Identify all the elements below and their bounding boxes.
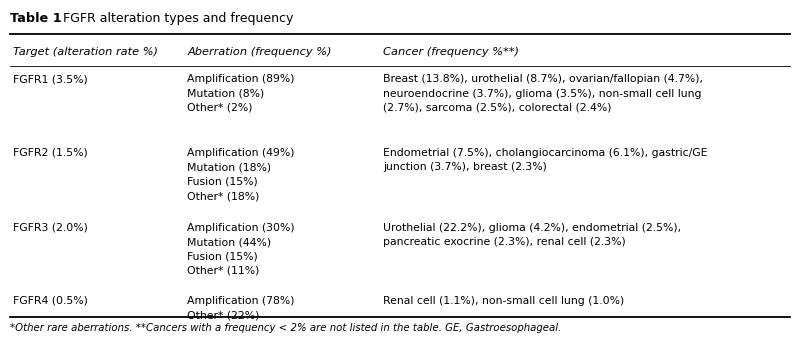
Text: Amplification (49%)
Mutation (18%)
Fusion (15%)
Other* (18%): Amplification (49%) Mutation (18%) Fusio… [187,148,294,201]
Text: Target (alteration rate %): Target (alteration rate %) [13,47,158,57]
Text: FGFR1 (3.5%): FGFR1 (3.5%) [13,74,87,84]
Text: FGFR3 (2.0%): FGFR3 (2.0%) [13,223,88,233]
Text: Amplification (89%)
Mutation (8%)
Other* (2%): Amplification (89%) Mutation (8%) Other*… [187,74,294,113]
Text: Urothelial (22.2%), glioma (4.2%), endometrial (2.5%),
pancreatic exocrine (2.3%: Urothelial (22.2%), glioma (4.2%), endom… [383,223,682,247]
Text: FGFR alteration types and frequency: FGFR alteration types and frequency [63,12,294,25]
Text: Cancer (frequency %**): Cancer (frequency %**) [383,47,519,57]
Text: *Other rare aberrations. **Cancers with a frequency < 2% are not listed in the t: *Other rare aberrations. **Cancers with … [10,323,561,333]
Text: Breast (13.8%), urothelial (8.7%), ovarian/fallopian (4.7%),
neuroendocrine (3.7: Breast (13.8%), urothelial (8.7%), ovari… [383,74,703,113]
Text: Aberration (frequency %): Aberration (frequency %) [187,47,332,57]
Text: Table 1: Table 1 [10,12,62,25]
Text: Amplification (78%)
Other* (22%): Amplification (78%) Other* (22%) [187,296,294,320]
Text: FGFR4 (0.5%): FGFR4 (0.5%) [13,296,88,306]
Text: FGFR2 (1.5%): FGFR2 (1.5%) [13,148,87,158]
Text: Amplification (30%)
Mutation (44%)
Fusion (15%)
Other* (11%): Amplification (30%) Mutation (44%) Fusio… [187,223,295,276]
Text: Renal cell (1.1%), non-small cell lung (1.0%): Renal cell (1.1%), non-small cell lung (… [383,296,625,306]
Text: Endometrial (7.5%), cholangiocarcinoma (6.1%), gastric/GE
junction (3.7%), breas: Endometrial (7.5%), cholangiocarcinoma (… [383,148,708,172]
